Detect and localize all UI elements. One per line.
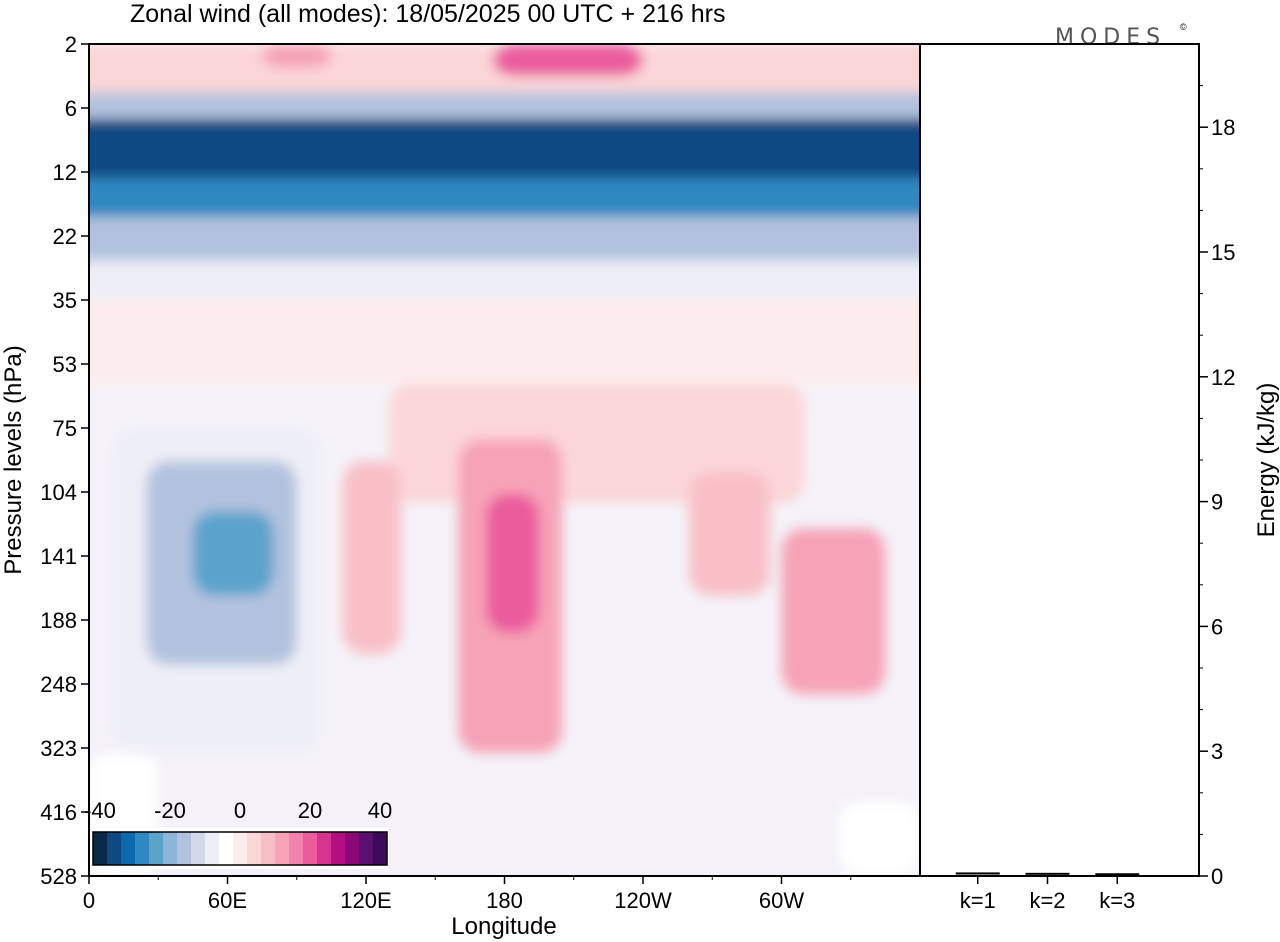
y2-axis-label: Energy (kJ/kg) bbox=[1253, 383, 1280, 538]
wind-region bbox=[781, 528, 886, 695]
longitude-tick-label: 60W bbox=[759, 888, 804, 913]
colorbar-swatch bbox=[163, 832, 178, 865]
colorbar-swatch bbox=[317, 832, 332, 865]
colorbar-swatch bbox=[289, 832, 304, 865]
longitude-tick-label: 120W bbox=[614, 888, 672, 913]
colorbar-swatch bbox=[177, 832, 192, 865]
pressure-tick-label: 141 bbox=[40, 544, 77, 569]
colorbar: -40 -20 0 20 40 bbox=[84, 798, 392, 869]
wind-region bbox=[839, 800, 920, 876]
pressure-tick-label: 75 bbox=[53, 416, 77, 441]
colorbar-label: 0 bbox=[234, 798, 246, 823]
colorbar-label: -20 bbox=[154, 798, 186, 823]
pressure-axis: 2 6 12 22 35 53 75 104 141 188 248 323 416 528 bbox=[40, 32, 89, 889]
colorbar-swatch bbox=[233, 832, 248, 865]
pressure-tick-label: 2 bbox=[65, 32, 77, 57]
colorbar-swatch bbox=[331, 832, 346, 865]
wind-region bbox=[486, 493, 540, 633]
energy-tick-label: 9 bbox=[1211, 490, 1223, 515]
longitude-tick-label: 60E bbox=[208, 888, 247, 913]
wind-region bbox=[89, 300, 920, 385]
longitude-axis: 0 60E 120E 180 120W 60W bbox=[83, 876, 852, 913]
pressure-tick-label: 188 bbox=[40, 608, 77, 633]
energy-bar bbox=[1095, 873, 1140, 876]
wind-region bbox=[89, 178, 920, 217]
colorbar-swatch bbox=[247, 832, 262, 865]
energy-bar bbox=[1025, 872, 1070, 875]
colorbar-swatch bbox=[191, 832, 206, 865]
longitude-tick-label: 0 bbox=[83, 888, 95, 913]
pressure-tick-label: 12 bbox=[53, 160, 77, 185]
wind-region bbox=[89, 118, 920, 179]
colorbar-swatch bbox=[261, 832, 276, 865]
colorbar-label: -40 bbox=[84, 798, 116, 823]
energy-panel bbox=[919, 43, 1200, 877]
energy-tick-label: 0 bbox=[1211, 864, 1223, 889]
energy-category-label: k=2 bbox=[1029, 888, 1065, 913]
energy-category-label: k=3 bbox=[1099, 888, 1135, 913]
longitude-tick-label: 180 bbox=[486, 888, 523, 913]
colorbar-label: 40 bbox=[368, 798, 392, 823]
wind-region bbox=[89, 92, 920, 119]
pressure-tick-label: 53 bbox=[53, 352, 77, 377]
energy-bars: k=1 k=2 k=3 bbox=[955, 872, 1140, 913]
colorbar-swatch bbox=[135, 832, 150, 865]
energy-axis: 0 3 6 9 12 15 18 bbox=[1199, 85, 1235, 889]
colorbar-swatch bbox=[359, 832, 374, 865]
heatmap-cells bbox=[89, 44, 920, 876]
energy-tick-label: 3 bbox=[1211, 739, 1223, 764]
colorbar-swatch bbox=[345, 832, 360, 865]
pressure-tick-label: 528 bbox=[40, 864, 77, 889]
wind-region bbox=[342, 461, 401, 655]
pressure-tick-label: 248 bbox=[40, 672, 77, 697]
colorbar-swatch bbox=[121, 832, 136, 865]
pressure-tick-label: 35 bbox=[53, 288, 77, 313]
y-axis-label: Pressure levels (hPa) bbox=[0, 345, 27, 574]
colorbar-swatch bbox=[275, 832, 290, 865]
chart-title: Zonal wind (all modes): 18/05/2025 00 UT… bbox=[130, 0, 725, 28]
wind-region bbox=[492, 44, 643, 76]
pressure-tick-label: 416 bbox=[40, 800, 77, 825]
colorbar-label: 20 bbox=[298, 798, 322, 823]
colorbar-swatch bbox=[219, 832, 234, 865]
x-axis-label: Longitude bbox=[451, 913, 556, 940]
pressure-tick-label: 6 bbox=[65, 96, 77, 121]
energy-tick-label: 18 bbox=[1211, 115, 1235, 140]
colorbar-swatch bbox=[149, 832, 164, 865]
pressure-tick-label: 104 bbox=[40, 480, 77, 505]
wind-region bbox=[89, 260, 920, 300]
energy-tick-label: 15 bbox=[1211, 240, 1235, 265]
colorbar-frame bbox=[92, 831, 388, 866]
modes-logo-mark: © bbox=[1180, 22, 1187, 32]
pressure-tick-label: 22 bbox=[53, 224, 77, 249]
wind-region bbox=[262, 44, 332, 68]
pressure-tick-label: 323 bbox=[40, 736, 77, 761]
longitude-tick-label: 120E bbox=[340, 888, 391, 913]
wind-region bbox=[192, 511, 274, 596]
energy-category-label: k=1 bbox=[960, 888, 996, 913]
wind-region bbox=[89, 216, 920, 261]
energy-tick-label: 12 bbox=[1211, 365, 1235, 390]
energy-bar bbox=[955, 872, 1000, 875]
colorbar-swatch bbox=[373, 832, 388, 865]
colorbar-swatch bbox=[303, 832, 318, 865]
colorbar-swatch bbox=[107, 832, 122, 865]
energy-tick-label: 6 bbox=[1211, 614, 1223, 639]
colorbar-swatch bbox=[205, 832, 220, 865]
wind-region bbox=[689, 472, 770, 596]
colorbar-swatch bbox=[93, 832, 108, 865]
